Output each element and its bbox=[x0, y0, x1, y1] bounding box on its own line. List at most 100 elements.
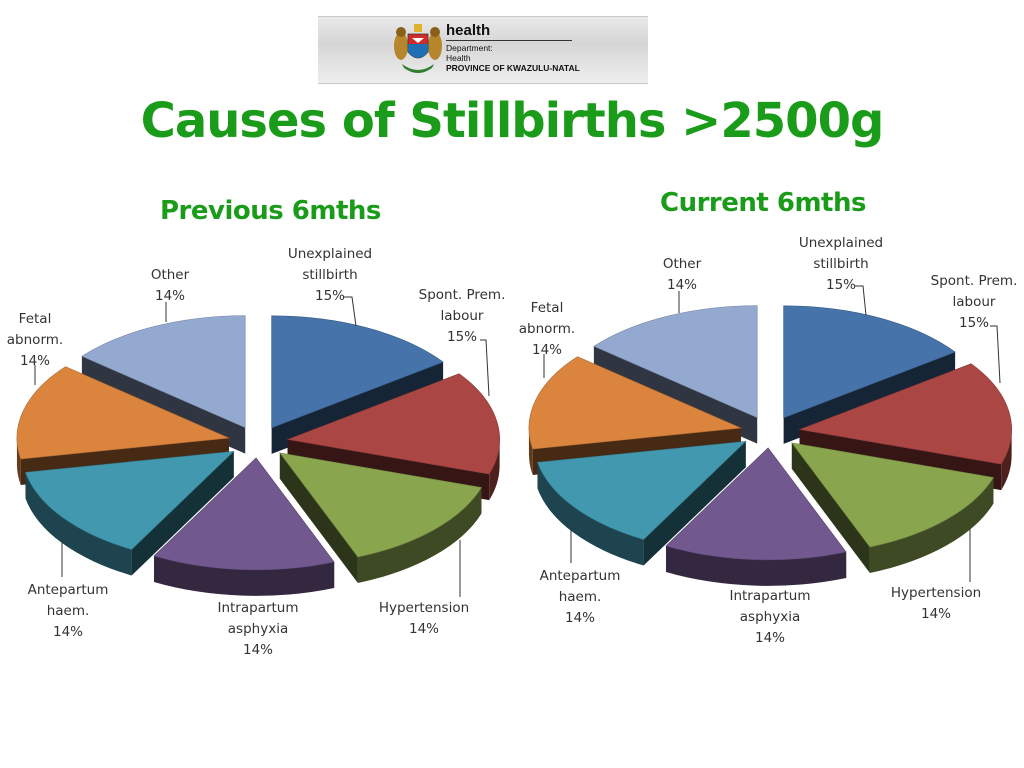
prev-label-intrapartum-line-3: 14% bbox=[243, 642, 273, 658]
cur-label-antepartum-line-1: Antepartum bbox=[540, 568, 621, 584]
prev-label-hypertension: Hypertension 14% bbox=[379, 600, 469, 637]
cur-label-fetal-line-2: abnorm. bbox=[519, 321, 575, 337]
prev-label-hypertension-line-1: Hypertension bbox=[379, 600, 469, 616]
cur-label-unexplained-line-2: stillbirth bbox=[813, 256, 868, 272]
cur-label-other: Other 14% bbox=[663, 256, 702, 293]
cur-label-antepartum-line-2: haem. bbox=[559, 589, 602, 605]
cur-slice-hypertension-wall-end bbox=[791, 442, 870, 574]
cur-slice-other-top bbox=[593, 305, 758, 419]
chart-title-previous: Previous 6mths bbox=[160, 196, 381, 226]
prev-slice-hypertension-wall-end bbox=[279, 452, 358, 584]
prev-slice-hypertension-rim bbox=[357, 487, 482, 584]
cur-leader-spont bbox=[990, 325, 1001, 384]
prev-leader-spont bbox=[480, 339, 490, 397]
prev-leader-unexplained bbox=[343, 296, 357, 327]
page-title: Causes of Stillbirths >2500g bbox=[140, 93, 885, 149]
cur-label-spont-line-2: labour bbox=[953, 294, 996, 310]
cur-label-hypertension: Hypertension 14% bbox=[891, 585, 981, 622]
prev-slice-antepartum-wall-start bbox=[131, 451, 234, 576]
cur-label-fetal-line-3: 14% bbox=[532, 342, 562, 358]
cur-slice-antepartum-wall-start bbox=[643, 441, 746, 566]
prev-slice-intrapartum bbox=[153, 457, 335, 596]
cur-slice-hypertension bbox=[791, 442, 994, 574]
cur-slice-fetal-top bbox=[528, 356, 743, 450]
cur-label-unexplained-line-1: Unexplained bbox=[799, 235, 883, 251]
prev-label-other-line-2: 14% bbox=[155, 288, 185, 304]
cur-label-antepartum-line-3: 14% bbox=[565, 610, 595, 626]
prev-slice-hypertension bbox=[279, 452, 482, 584]
logo-line-province: PROVINCE OF KWAZULU-NATAL bbox=[446, 63, 580, 73]
prev-slice-spont-rim bbox=[489, 439, 500, 501]
cur-label-fetal: Fetal abnorm. 14% bbox=[519, 300, 575, 358]
prev-label-antepartum-line-3: 14% bbox=[53, 624, 83, 640]
cur-label-other-line-1: Other bbox=[663, 256, 702, 272]
prev-label-spont-line-2: labour bbox=[441, 308, 484, 324]
prev-slice-unexplained-top bbox=[271, 315, 444, 429]
cur-label-intrapartum: Intrapartum asphyxia 14% bbox=[729, 588, 810, 646]
prev-slice-antepartum bbox=[25, 450, 235, 576]
prev-label-other: Other 14% bbox=[151, 267, 190, 304]
prev-label-antepartum: Antepartum haem. 14% bbox=[28, 582, 109, 640]
cur-slice-spont-top bbox=[798, 363, 1012, 465]
cur-label-intrapartum-line-3: 14% bbox=[755, 630, 785, 646]
prev-label-fetal: Fetal abnorm. 14% bbox=[7, 311, 63, 369]
cur-slice-spont-rim bbox=[1001, 429, 1012, 491]
prev-label-fetal-line-3: 14% bbox=[20, 353, 50, 369]
prev-label-fetal-line-2: abnorm. bbox=[7, 332, 63, 348]
cur-slice-hypertension-top bbox=[791, 442, 994, 548]
cur-label-fetal-line-1: Fetal bbox=[531, 300, 564, 316]
cur-label-spont-line-1: Spont. Prem. bbox=[931, 273, 1018, 289]
prev-label-intrapartum-line-2: asphyxia bbox=[228, 621, 288, 637]
prev-slice-antepartum-top bbox=[25, 450, 235, 550]
kzn-coat-of-arms-icon bbox=[394, 24, 442, 73]
prev-label-antepartum-line-1: Antepartum bbox=[28, 582, 109, 598]
cur-slice-hypertension-rim bbox=[869, 477, 994, 574]
cur-leader-unexplained bbox=[855, 285, 867, 316]
cur-label-intrapartum-line-2: asphyxia bbox=[740, 609, 800, 625]
prev-label-spont-line-3: 15% bbox=[447, 329, 477, 345]
prev-slice-intrapartum-top bbox=[153, 457, 335, 571]
cur-label-spont: Spont. Prem. labour 15% bbox=[931, 273, 1018, 331]
logo-line-department: Department: bbox=[446, 43, 493, 53]
prev-label-intrapartum-line-1: Intrapartum bbox=[217, 600, 298, 616]
prev-slice-spont-top bbox=[286, 373, 500, 475]
cur-label-unexplained-line-3: 15% bbox=[826, 277, 856, 293]
logo-divider bbox=[446, 40, 572, 41]
cur-slice-intrapartum-top bbox=[665, 447, 847, 561]
cur-slice-unexplained-top bbox=[783, 305, 956, 419]
prev-label-unexplained-line-1: Unexplained bbox=[288, 246, 372, 262]
prev-slice-hypertension-top bbox=[279, 452, 482, 558]
logo-word: health bbox=[446, 22, 491, 39]
prev-slice-fetal-top bbox=[16, 366, 231, 460]
logo-line-health: Health bbox=[446, 53, 471, 63]
prev-label-fetal-line-1: Fetal bbox=[19, 311, 52, 327]
prev-label-antepartum-line-2: haem. bbox=[47, 603, 90, 619]
chart-title-current: Current 6mths bbox=[660, 188, 866, 218]
prev-label-spont-line-1: Spont. Prem. bbox=[419, 287, 506, 303]
prev-label-other-line-1: Other bbox=[151, 267, 190, 283]
cur-slice-fetal bbox=[528, 356, 743, 476]
cur-slice-antepartum bbox=[537, 440, 747, 566]
header-banner: health Department: Health PROVINCE OF KW… bbox=[318, 16, 648, 84]
prev-label-unexplained-line-2: stillbirth bbox=[302, 267, 357, 283]
prev-label-unexplained: Unexplained stillbirth 15% bbox=[288, 246, 372, 304]
prev-label-unexplained-line-3: 15% bbox=[315, 288, 345, 304]
cur-label-hypertension-line-1: Hypertension bbox=[891, 585, 981, 601]
prev-label-hypertension-line-2: 14% bbox=[409, 621, 439, 637]
prev-label-intrapartum: Intrapartum asphyxia 14% bbox=[217, 600, 298, 658]
prev-slice-other-top bbox=[81, 315, 246, 429]
cur-label-hypertension-line-2: 14% bbox=[921, 606, 951, 622]
cur-label-other-line-2: 14% bbox=[667, 277, 697, 293]
prev-slice-fetal bbox=[16, 366, 231, 486]
logo-text: health Department: Health PROVINCE OF KW… bbox=[446, 23, 580, 73]
cur-label-antepartum: Antepartum haem. 14% bbox=[540, 568, 621, 626]
cur-slice-antepartum-top bbox=[537, 440, 747, 540]
cur-label-spont-line-3: 15% bbox=[959, 315, 989, 331]
cur-slice-antepartum-rim bbox=[537, 462, 644, 566]
cur-label-intrapartum-line-1: Intrapartum bbox=[729, 588, 810, 604]
prev-slice-antepartum-rim bbox=[25, 472, 132, 576]
prev-label-spont: Spont. Prem. labour 15% bbox=[419, 287, 506, 345]
cur-slice-intrapartum bbox=[665, 447, 847, 586]
